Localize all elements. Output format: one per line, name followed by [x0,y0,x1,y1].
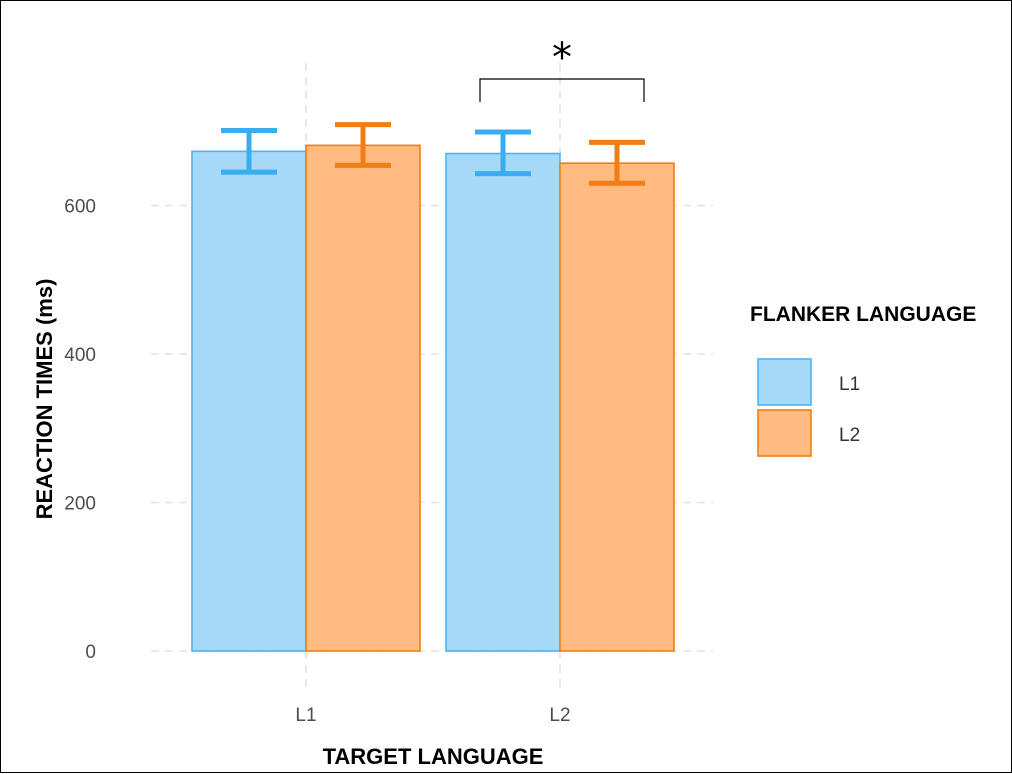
y-tick-label: 400 [64,345,96,366]
legend: FLANKER LANGUAGE L1 L2 [750,303,976,457]
bar [191,150,307,652]
significance-bracket: * [479,35,645,102]
x-tick-label: L2 [549,705,570,726]
error-bars [221,122,645,186]
x-axis-ticks: L1 L2 [295,705,570,726]
legend-label: L1 [839,374,860,395]
x-tick-label: L1 [295,705,316,726]
y-tick-label: 600 [64,197,96,218]
bracket-line [479,78,645,102]
y-axis-ticks: 0 200 400 600 [64,197,96,664]
bars [191,144,675,652]
y-axis-title: REACTION TIMES (ms) [32,279,57,520]
significance-star: * [552,35,572,81]
bar [445,152,561,652]
legend-title: FLANKER LANGUAGE [750,303,976,326]
bar [305,144,421,652]
x-axis-title: TARGET LANGUAGE [323,744,544,769]
legend-key [757,409,812,457]
y-tick-label: 200 [64,494,96,515]
y-tick-label: 0 [85,642,96,663]
legend-key [757,358,812,406]
legend-label: L2 [839,425,860,446]
bar [559,162,675,652]
